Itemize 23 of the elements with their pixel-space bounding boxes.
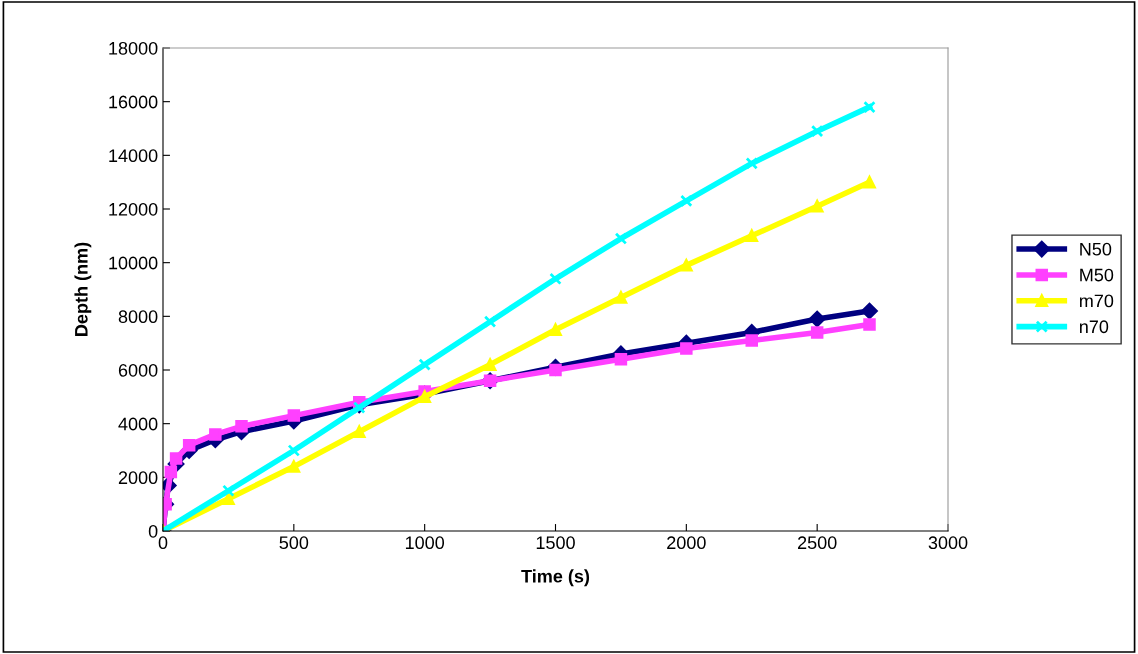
y-tick-label: 4000: [118, 417, 158, 431]
y-tick-label: 18000: [109, 41, 158, 55]
y-tick-label: 10000: [109, 256, 158, 270]
y-tick-label: 14000: [109, 149, 158, 163]
legend-label: n70: [1079, 320, 1109, 334]
x-tick-label: 500: [279, 536, 309, 550]
x-tick-label: 3000: [928, 536, 968, 550]
y-tick-label: 6000: [118, 363, 158, 377]
y-tick-label: 12000: [109, 202, 158, 216]
x-tick-label: 2000: [667, 536, 706, 550]
legend-label: m70: [1079, 294, 1114, 308]
y-tick-label: 8000: [118, 310, 158, 324]
y-axis-title: Depth (nm): [74, 242, 92, 336]
legend-label: N50: [1080, 242, 1112, 256]
y-tick-label: 2000: [118, 471, 158, 485]
x-tick-label: 1000: [405, 536, 445, 550]
legend-label: M50: [1080, 268, 1114, 282]
y-tick-label: 0: [148, 524, 158, 538]
x-axis-title: Time (s): [521, 569, 590, 587]
y-tick-label: 16000: [109, 95, 158, 109]
x-tick-label: 0: [158, 536, 168, 550]
x-tick-label: 1500: [536, 536, 575, 550]
x-tick-label: 2500: [797, 536, 837, 550]
